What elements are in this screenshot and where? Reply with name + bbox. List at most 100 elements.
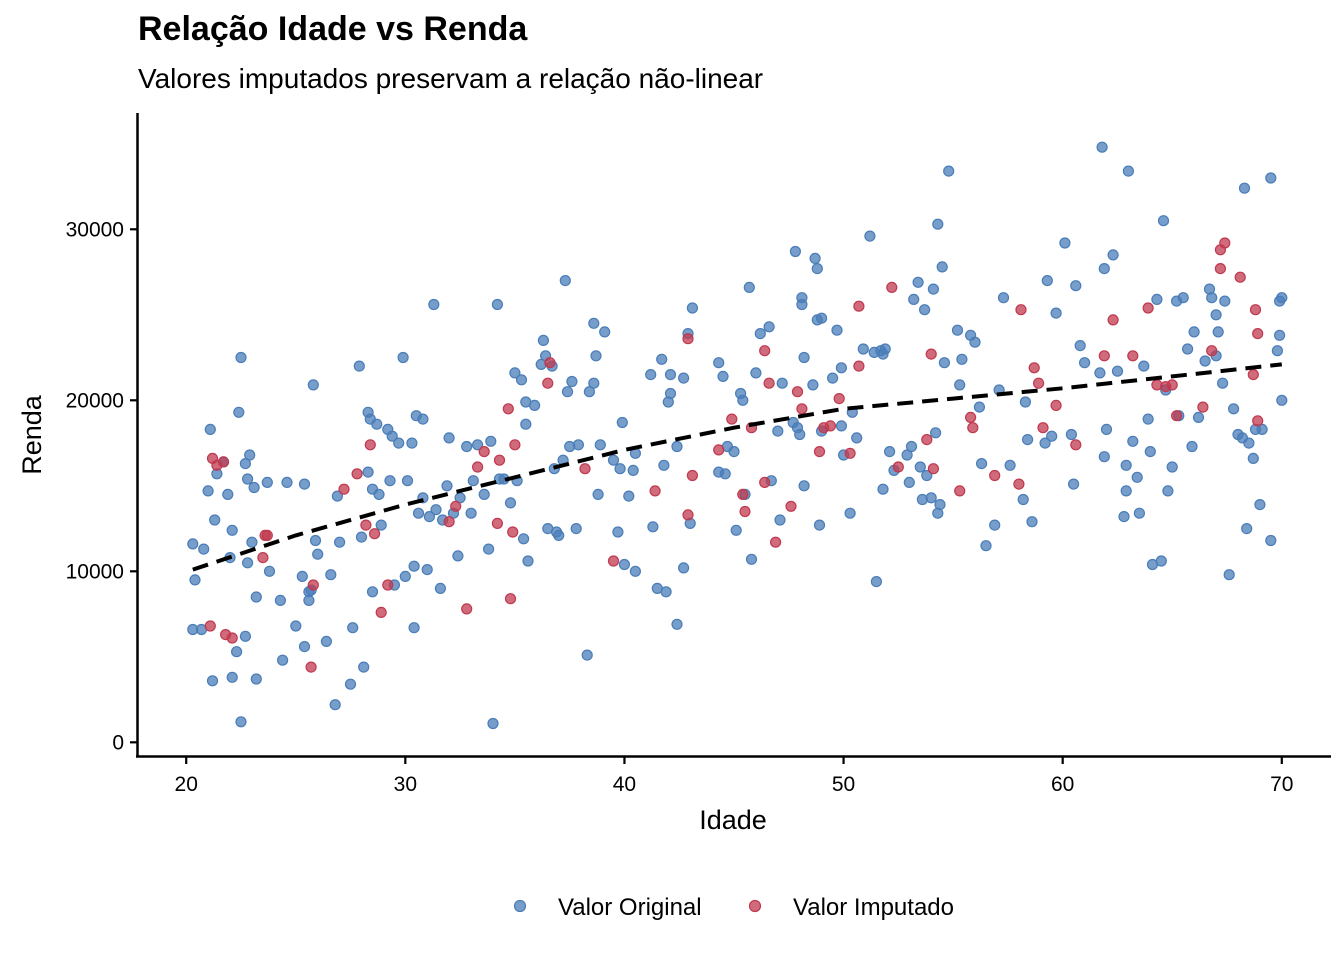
point-imputed xyxy=(544,357,556,369)
point-original xyxy=(936,261,948,273)
point-imputed xyxy=(1247,369,1259,381)
point-original xyxy=(1186,440,1198,453)
point-original xyxy=(522,555,534,567)
point-imputed xyxy=(491,517,503,530)
point-original xyxy=(1067,478,1080,490)
point-original xyxy=(231,646,243,658)
point-original xyxy=(412,507,425,519)
point-original xyxy=(290,620,302,632)
point-original xyxy=(1166,461,1178,473)
point-original xyxy=(1046,430,1058,442)
point-original xyxy=(504,497,517,509)
point-imputed xyxy=(1050,399,1062,411)
legend-marker-imputed xyxy=(748,899,762,913)
point-original xyxy=(1004,459,1016,471)
point-original xyxy=(362,466,374,478)
point-original xyxy=(1199,355,1211,367)
point-original xyxy=(485,435,497,447)
point-original xyxy=(353,360,365,372)
point-original xyxy=(187,538,199,550)
point-original xyxy=(1192,411,1205,423)
point-original xyxy=(189,574,201,586)
point-original xyxy=(1019,396,1032,408)
point-original xyxy=(835,420,848,432)
point-original xyxy=(719,468,731,480)
point-original xyxy=(517,533,530,545)
point-original xyxy=(1177,292,1189,304)
point-original xyxy=(408,560,420,572)
point-original xyxy=(320,635,332,648)
point-original xyxy=(938,357,951,369)
point-imputed xyxy=(338,483,350,495)
point-imputed xyxy=(921,434,933,446)
x-tick-label: 40 xyxy=(613,773,636,796)
point-imputed xyxy=(785,500,797,512)
point-original xyxy=(1138,360,1150,372)
point-original xyxy=(1120,485,1132,497)
point-original xyxy=(242,557,254,569)
point-original xyxy=(421,563,433,576)
point-original xyxy=(618,558,631,571)
y-tick-label: 0 xyxy=(112,731,124,754)
point-original xyxy=(559,275,571,287)
point-original xyxy=(877,483,889,495)
point-original xyxy=(520,418,532,430)
point-imputed xyxy=(759,345,771,357)
point-original xyxy=(347,622,359,634)
point-imputed xyxy=(1098,350,1110,362)
point-imputed xyxy=(954,485,966,497)
point-original xyxy=(857,343,869,355)
point-original xyxy=(483,543,495,555)
point-original xyxy=(851,432,863,444)
point-original xyxy=(912,276,924,288)
point-original xyxy=(434,582,446,595)
point-original xyxy=(1111,365,1124,377)
point-original xyxy=(325,569,337,581)
point-original xyxy=(629,565,642,577)
point-imputed xyxy=(824,420,837,432)
point-original xyxy=(452,550,464,562)
point-imputed xyxy=(1252,415,1264,427)
x-axis-ticks: 20 30 40 50 60 70 xyxy=(175,756,1293,796)
point-imputed xyxy=(927,463,940,475)
point-imputed xyxy=(450,500,462,512)
point-original xyxy=(566,375,578,388)
point-original xyxy=(461,440,473,453)
point-original xyxy=(835,362,848,374)
point-original xyxy=(772,425,784,437)
point-original xyxy=(570,522,582,535)
legend-label-imputed: Valor Imputado xyxy=(793,894,954,921)
point-imputed xyxy=(892,461,904,473)
point-original xyxy=(658,459,670,471)
chart-title: Relação Idade vs Renda xyxy=(138,10,528,48)
point-original xyxy=(1151,293,1163,305)
point-original xyxy=(406,437,418,449)
point-original xyxy=(371,418,383,430)
point-imputed xyxy=(1170,410,1183,422)
point-original xyxy=(399,570,411,583)
point-original xyxy=(509,367,521,379)
point-original xyxy=(1107,249,1119,261)
point-original xyxy=(1100,423,1113,435)
point-imputed xyxy=(502,403,514,415)
point-original xyxy=(1098,263,1110,275)
point-original xyxy=(989,519,1001,531)
point-original xyxy=(263,565,276,577)
x-tick-label: 70 xyxy=(1270,773,1293,796)
point-original xyxy=(274,594,286,607)
point-original xyxy=(491,298,503,311)
point-original xyxy=(355,531,368,543)
point-original xyxy=(250,673,262,685)
point-original xyxy=(1157,215,1170,227)
point-original xyxy=(1144,446,1156,458)
point-original xyxy=(647,521,659,533)
point-original xyxy=(209,514,221,526)
point-original xyxy=(599,326,611,338)
point-imputed xyxy=(1197,401,1209,413)
point-original xyxy=(903,476,915,488)
x-axis-title: Idade xyxy=(699,805,767,835)
point-original xyxy=(870,575,883,588)
point-original xyxy=(430,504,442,516)
point-original xyxy=(386,430,398,442)
point-original xyxy=(239,458,251,470)
